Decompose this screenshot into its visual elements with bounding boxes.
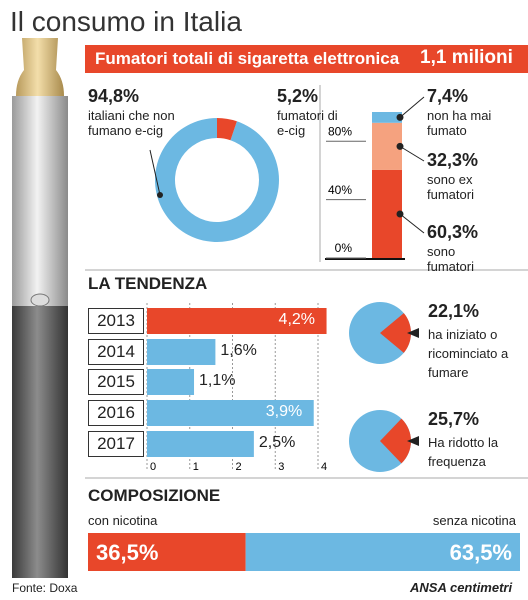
chart-title: LA TENDENZA [88, 274, 208, 293]
connector [399, 145, 425, 162]
category-label: sono ex fumatori [427, 172, 474, 202]
bar [147, 369, 195, 395]
split-segment [245, 533, 520, 571]
x-tick-label: 1 [193, 461, 199, 473]
value-label: 25,7% [428, 409, 480, 429]
category-label: Ha ridotto la frequenza [428, 435, 499, 469]
value-label: 22,1% [428, 301, 480, 321]
stack-segment [372, 112, 402, 123]
x-tick-label: 0 [150, 461, 156, 473]
connector [149, 149, 161, 196]
cigarette-icon [189, 148, 247, 219]
pen-tip [16, 38, 64, 96]
value-label: 4,2% [278, 311, 316, 328]
x-tick-label: 3 [278, 461, 284, 473]
y-tick-label: 0% [335, 241, 353, 255]
category-label: fumatori di e-cig [277, 108, 338, 138]
connector [399, 213, 425, 234]
category-label: 2014 [88, 339, 144, 365]
pen-button [30, 293, 50, 307]
category-label: 2016 [88, 400, 144, 426]
banner-label: Fumatori totali di sigaretta elettronica [95, 49, 400, 68]
donut-slice [154, 118, 279, 242]
pointer [407, 436, 419, 446]
y-tick-label: 80% [328, 124, 352, 138]
y-tick-label: 40% [328, 183, 352, 197]
category-label: ha iniziato o ricominciato a fumare [428, 327, 509, 380]
pointer [407, 328, 419, 338]
value-label: 63,5% [449, 540, 512, 565]
value-label: 94,8% [88, 86, 140, 106]
bar [147, 431, 254, 457]
chart-title: COMPOSIZIONE [88, 486, 221, 505]
category-label: con nicotina [88, 513, 158, 528]
pen-body [12, 96, 68, 306]
bar [147, 308, 327, 334]
value-label: 1,6% [220, 342, 257, 359]
banner-value: 1,1 milioni [420, 47, 513, 68]
x-tick-label: 2 [236, 461, 242, 473]
category-label: sono fumatori [427, 244, 474, 274]
category-label: senza nicotina [432, 513, 516, 528]
pie-slice [380, 418, 411, 464]
value-label: 7,4% [427, 86, 469, 106]
value-label: 5,2% [277, 86, 319, 106]
value-label: 36,5% [96, 540, 159, 565]
value-label: 2,5% [258, 434, 296, 451]
banner [85, 45, 528, 73]
x-tick-label: 4 [321, 461, 327, 473]
category-label: 2013 [88, 308, 144, 334]
category-label: 2015 [88, 369, 144, 395]
value-label: 60,3% [427, 222, 479, 242]
pie-slice [380, 313, 411, 353]
category-label: 2017 [88, 431, 144, 457]
title: Il consumo in Italia [10, 6, 242, 37]
connector-dot [157, 192, 163, 198]
pen-battery [12, 306, 68, 578]
value-label: 32,3% [427, 150, 479, 170]
credit: ANSA centimetri [410, 580, 513, 595]
donut-slice [217, 118, 237, 141]
split-segment [88, 533, 246, 571]
bar [147, 339, 216, 365]
bar [147, 400, 314, 426]
category-label: non ha mai fumato [427, 108, 492, 138]
connector [399, 96, 425, 118]
value-label: 3,9% [265, 403, 303, 420]
source: Fonte: Doxa [12, 581, 78, 595]
category-label: italiani che non fumano e-cig [88, 108, 175, 138]
value-label: 1,1% [199, 372, 236, 389]
